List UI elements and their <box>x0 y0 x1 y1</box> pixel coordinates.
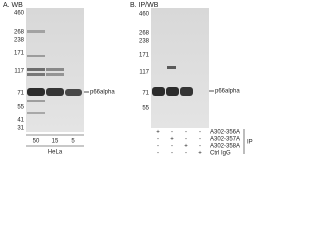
marker: 117 <box>139 70 149 76</box>
marker: 31 <box>17 126 24 132</box>
marker: 71 <box>17 91 24 97</box>
row-label: Ctrl IgG <box>210 151 231 157</box>
lane-label: 50 <box>33 139 40 145</box>
sign: + <box>170 137 174 143</box>
marker: 268 <box>139 31 150 37</box>
sign: - <box>171 144 173 150</box>
figure: A. WB B. IP/WB 460 268 238 171 117 71 55 41 31 460 2… <box>3 2 253 157</box>
target-label: p66alpha <box>215 89 240 95</box>
row-label: A302-357A <box>210 137 240 143</box>
bands-b <box>152 66 193 96</box>
sign: - <box>199 144 201 150</box>
marker: 41 <box>17 118 24 124</box>
marker: 268 <box>14 30 25 36</box>
marker: 238 <box>14 38 25 44</box>
sign: - <box>171 151 173 157</box>
sign: - <box>199 137 201 143</box>
marker: 117 <box>14 69 24 75</box>
sign: - <box>157 144 159 150</box>
sample-label: HeLa <box>48 150 63 156</box>
sign: + <box>198 151 202 157</box>
sign: + <box>156 130 160 136</box>
target-label: p66alpha <box>90 90 115 96</box>
sign: - <box>185 130 187 136</box>
row-label: A302-358A <box>210 144 240 150</box>
row-label: A302-356A <box>210 130 240 136</box>
bands-a <box>27 30 82 114</box>
sign: - <box>185 137 187 143</box>
sign: - <box>157 151 159 157</box>
sign: - <box>157 137 159 143</box>
sign: - <box>171 130 173 136</box>
marker: 460 <box>14 11 25 17</box>
marker: 55 <box>142 106 149 112</box>
sign: - <box>199 130 201 136</box>
lane-label: 5 <box>71 139 75 145</box>
marker: 460 <box>139 12 150 18</box>
marker: 238 <box>139 39 150 45</box>
marker: 171 <box>139 53 150 59</box>
sign: + <box>184 144 188 150</box>
marker: 171 <box>14 51 25 57</box>
panel-title: A. WB <box>3 2 23 9</box>
lane-label: 15 <box>52 139 59 145</box>
panel-title: B. IP/WB <box>130 2 159 9</box>
marker: 55 <box>17 105 24 111</box>
sign: - <box>185 151 187 157</box>
group-label: IP <box>247 140 253 146</box>
marker: 71 <box>142 91 149 97</box>
blot-b <box>151 8 209 128</box>
